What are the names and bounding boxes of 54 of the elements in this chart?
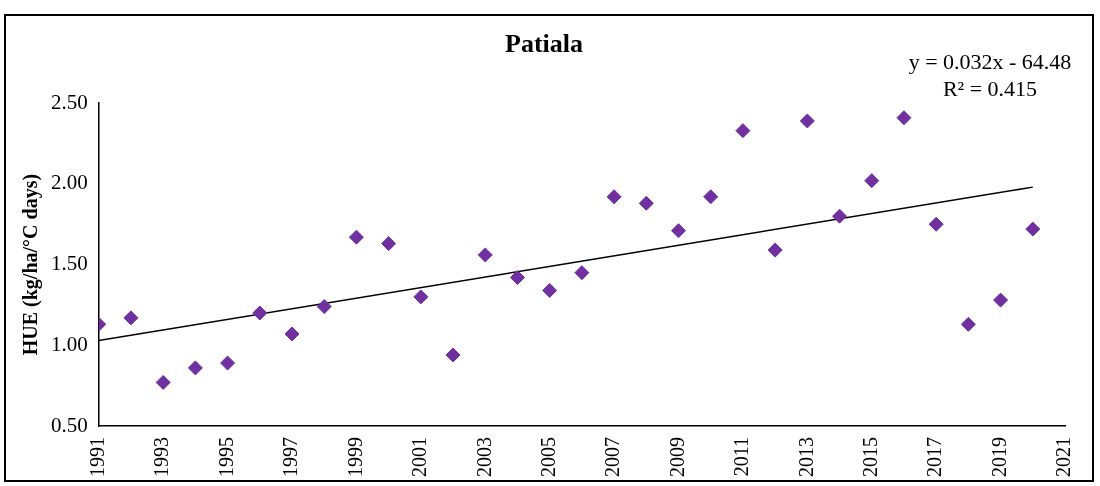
y-tick-label: 0.50 <box>51 412 88 437</box>
point <box>252 305 268 321</box>
x-tick-label: 1991 <box>86 437 108 477</box>
point <box>832 208 848 224</box>
y-tick-label: 2.00 <box>51 170 88 195</box>
x-tick-label: 2013 <box>794 437 817 477</box>
point <box>799 113 815 129</box>
point <box>993 292 1009 308</box>
point <box>960 316 976 332</box>
point <box>284 326 300 342</box>
point <box>767 242 783 258</box>
point <box>220 355 236 371</box>
point <box>703 189 719 205</box>
x-tick-label: 2011 <box>730 437 753 477</box>
x-tick-label: 1995 <box>214 437 237 477</box>
x-tick-label: 2019 <box>987 437 1010 477</box>
point <box>316 299 332 315</box>
x-tick-label: 2003 <box>472 437 495 477</box>
point <box>735 123 751 139</box>
x-tick-label: 2007 <box>601 437 624 477</box>
point <box>187 360 203 376</box>
point <box>445 347 461 363</box>
point <box>671 223 686 239</box>
text: y = 0.032x - 64.48 <box>908 48 1072 74</box>
point <box>542 282 558 298</box>
text: R² = 0.415 <box>942 75 1038 101</box>
point <box>123 310 139 326</box>
y-tick-label: 1.00 <box>51 331 88 356</box>
x-tick-label: 1993 <box>150 437 173 477</box>
x-tick-label: 2021 <box>1052 437 1075 477</box>
point <box>348 229 364 245</box>
y-axis-title: HUE (kg/ha/°C days) <box>19 173 43 356</box>
point <box>896 110 912 126</box>
point <box>509 270 525 286</box>
point <box>638 195 654 211</box>
x-tick-label: 2015 <box>859 437 881 477</box>
point <box>574 265 590 281</box>
x-tick-label: 2001 <box>408 437 431 477</box>
x-tick-label: 2005 <box>536 437 559 477</box>
point <box>155 374 171 390</box>
point <box>864 173 880 189</box>
point <box>606 189 622 205</box>
point <box>928 216 944 232</box>
point <box>477 247 493 263</box>
y-tick-label: 2.50 <box>51 89 88 114</box>
point <box>1025 221 1041 237</box>
point <box>413 289 429 305</box>
x-tick-label: 2017 <box>923 437 946 477</box>
x-tick-label: 1999 <box>343 437 366 477</box>
point <box>381 236 397 252</box>
y-tick-label: 1.50 <box>51 251 88 276</box>
x-tick-label: 2009 <box>665 437 688 477</box>
x-tick-label: 1997 <box>279 437 302 477</box>
chart-title: Patiala <box>505 29 583 59</box>
